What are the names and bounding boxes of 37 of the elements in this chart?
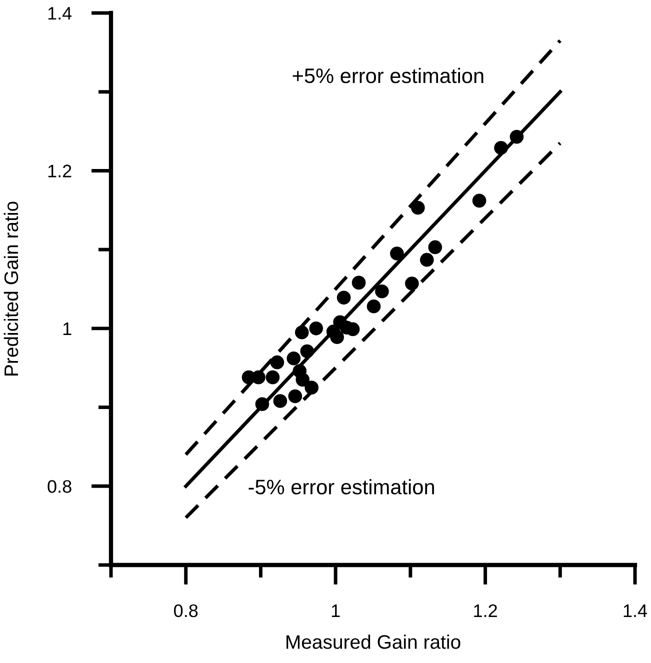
point: [288, 389, 302, 404]
y-tick-label: 1: [63, 322, 72, 335]
point: [255, 397, 270, 412]
point: [330, 330, 344, 344]
y-axis-title: Predicited Gain ratio: [4, 202, 18, 376]
point: [428, 240, 442, 254]
point: [304, 380, 319, 394]
point: [273, 394, 288, 408]
point: [411, 200, 425, 215]
point: [405, 276, 419, 290]
point: [366, 299, 381, 314]
point: [375, 284, 389, 298]
y-tick-label: 0.8: [48, 480, 72, 493]
point: [266, 370, 280, 384]
annotation: -5% error estimation: [248, 479, 434, 494]
point: [296, 372, 310, 387]
annotation: +5% error estimation: [292, 68, 484, 84]
point: [252, 370, 266, 384]
point: [300, 344, 314, 358]
x-tick-label: 1.2: [474, 604, 497, 617]
x-tick-label: 1: [332, 604, 340, 617]
x-tick-label: 1.4: [624, 604, 648, 617]
point: [494, 140, 508, 155]
point: [336, 290, 351, 305]
point: [472, 194, 486, 208]
x-axis-title: Measured Gain ratio: [286, 634, 460, 649]
point: [270, 355, 284, 370]
y-tick-label: 1.2: [48, 164, 72, 178]
point: [294, 325, 309, 340]
point: [352, 276, 366, 290]
x-tick-label: 0.8: [174, 604, 198, 618]
point: [510, 130, 524, 144]
point: [286, 351, 301, 366]
point: [420, 252, 434, 267]
point: [309, 322, 324, 336]
point: [390, 246, 404, 260]
y-tick-label: 1.4: [48, 7, 72, 20]
